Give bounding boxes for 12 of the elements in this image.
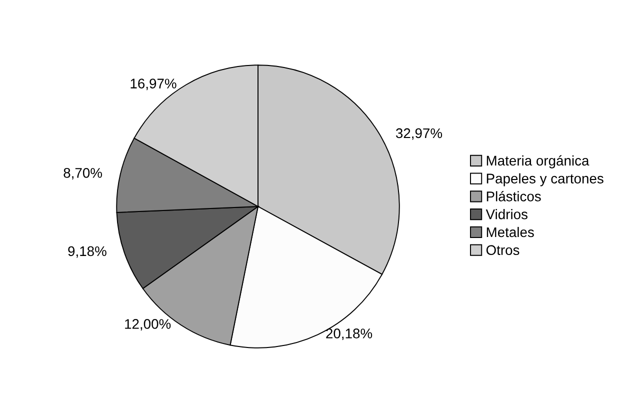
data-label: 12,00% [125, 319, 171, 331]
data-label: 9,18% [68, 246, 106, 258]
data-label: 20,18% [326, 328, 372, 340]
data-label: 16,97% [130, 78, 176, 90]
legend-label: Otros [486, 245, 520, 256]
legend-label: Metales [486, 226, 534, 238]
data-label: 8,70% [64, 168, 102, 180]
legend-label: Papeles y cartones [486, 173, 604, 186]
data-label: 32,97% [396, 128, 442, 140]
legend-label: Materia orgánica [486, 155, 590, 168]
legend-label: Vidrios [486, 209, 528, 220]
legend-label: Plásticos [486, 191, 541, 202]
